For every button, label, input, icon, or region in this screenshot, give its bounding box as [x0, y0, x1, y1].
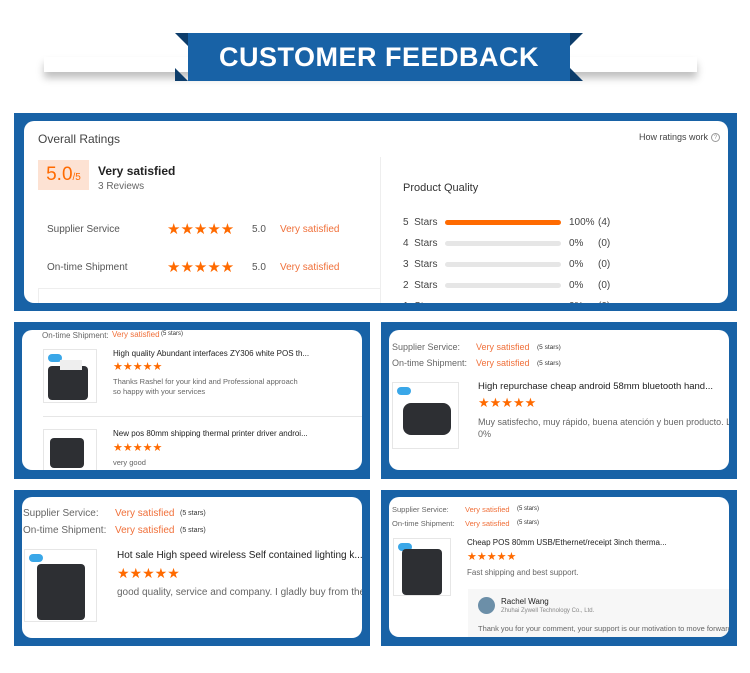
quality-bar-track — [445, 220, 561, 225]
shipment-label: On-time Shipment: — [23, 525, 107, 536]
supplier-service-value: Very satisfied — [115, 508, 175, 519]
product-image[interactable] — [43, 349, 97, 403]
shipment-label: On-time Shipment: — [392, 358, 468, 368]
divider — [38, 288, 381, 303]
review-panel: Supplier Service: Very satisfied (5 star… — [381, 490, 737, 646]
quality-row-label: 1 Stars — [403, 301, 437, 303]
product-title-link[interactable]: High quality Abundant interfaces ZY306 w… — [113, 349, 310, 358]
quality-count: (4) — [598, 217, 611, 228]
product-title-link[interactable]: Hot sale High speed wireless Self contai… — [117, 550, 362, 561]
review-panel: Supplier Service: Very satisfied (5 star… — [381, 322, 737, 479]
supplier-service-label: Supplier Service: — [392, 342, 461, 352]
ribbon-fold — [175, 33, 188, 46]
shipment-stars: (5 stars) — [537, 360, 561, 367]
ribbon-fold — [175, 68, 188, 81]
review-text: Fast shipping and best support. — [467, 568, 579, 577]
question-circle-icon: ? — [711, 132, 720, 142]
quality-percent: 0% — [569, 259, 584, 270]
review-text: so happy with your services — [113, 387, 206, 396]
review-count: 3 Reviews — [98, 181, 145, 192]
star-rating: ★★★★★ — [478, 395, 537, 410]
shipment-value: Very satisfied — [476, 358, 530, 368]
review-panel: Supplier Service: Very satisfied (5 star… — [14, 490, 370, 646]
quality-count: (0) — [598, 301, 610, 303]
overall-ratings-panel: Overall Ratings How ratings work? 5.0/5 … — [14, 113, 737, 311]
star-rating: ★★★★★ — [467, 551, 517, 563]
shipment-label: On-time Shipment: — [392, 519, 455, 528]
supplier-service-value: Very satisfied — [465, 505, 510, 514]
page-title: CUSTOMER FEEDBACK — [188, 33, 570, 81]
supplier-service-stars: (5 stars) — [537, 344, 561, 351]
ribbon-fold — [570, 68, 583, 81]
quality-bar-track — [445, 283, 561, 288]
star-rating: ★★★★★ — [167, 259, 235, 276]
product-image[interactable] — [393, 538, 451, 596]
quality-count: (0) — [598, 280, 611, 291]
review-panel: On-time Shipment: Very satisfied (5 star… — [14, 322, 370, 479]
review-text: Thanks Rashel for your kind and Professi… — [113, 377, 298, 386]
supplier-service-value: 5.0 — [252, 224, 266, 235]
reply-company: Zhuhai Zywell Technology Co., Ltd. — [501, 608, 595, 614]
quality-percent: 0% — [569, 238, 584, 249]
score-max: /5 — [72, 172, 81, 183]
quality-bar-fill — [445, 220, 561, 225]
review-text: good quality, service and company. I gla… — [117, 587, 362, 598]
shipment-text: Very satisfied — [280, 262, 340, 273]
quality-bar-track — [445, 262, 561, 267]
quality-percent: 100% — [569, 217, 595, 228]
score-value: 5.0 — [46, 164, 73, 185]
quality-bar-track — [445, 241, 561, 246]
supplier-service-stars: (5 stars) — [517, 506, 540, 512]
star-rating: ★★★★★ — [117, 565, 180, 581]
supplier-service-text: Very satisfied — [280, 224, 340, 235]
overall-title: Overall Ratings — [38, 132, 121, 146]
shipment-label: On-time Shipment: — [42, 331, 109, 340]
seller-reply: Rachel Wang Zhuhai Zywell Technology Co.… — [468, 589, 729, 637]
supplier-service-label: Supplier Service: — [23, 508, 99, 519]
shipment-stars: (5 stars) — [161, 331, 184, 337]
overall-summary: Very satisfied — [98, 164, 176, 178]
quality-percent: 0% — [569, 280, 584, 291]
star-rating: ★★★★★ — [167, 221, 235, 238]
product-image[interactable] — [43, 429, 97, 470]
quality-row-label: 4 Stars — [403, 238, 438, 249]
score-badge: 5.0/5 — [38, 160, 89, 190]
shipment-stars: (5 stars) — [180, 527, 206, 534]
shipment-value: 5.0 — [252, 262, 266, 273]
reply-author: Rachel Wang — [501, 597, 549, 606]
product-title-link[interactable]: Cheap POS 80mm USB/Ethernet/receipt 3inc… — [467, 538, 667, 547]
shipment-stars: (5 stars) — [517, 520, 540, 526]
supplier-service-stars: (5 stars) — [180, 510, 206, 517]
quality-percent: 0% — [569, 301, 583, 303]
review-text: very good — [113, 458, 146, 467]
product-image[interactable] — [24, 549, 97, 622]
supplier-service-value: Very satisfied — [476, 342, 530, 352]
quality-count: (0) — [598, 259, 611, 270]
shipment-value: Very satisfied — [112, 330, 160, 339]
supplier-service-label: Supplier Service — [47, 224, 120, 235]
star-rating: ★★★★★ — [113, 442, 163, 454]
divider — [43, 416, 362, 417]
review-text: Muy satisfecho, muy rápido, buena atenci… — [478, 417, 729, 427]
supplier-service-label: Supplier Service: — [392, 505, 449, 514]
product-quality-title: Product Quality — [403, 182, 479, 194]
quality-row-label: 2 Stars — [403, 280, 438, 291]
avatar — [478, 597, 495, 614]
product-title-link[interactable]: High repurchase cheap android 58mm bluet… — [478, 381, 714, 392]
shipment-label: On-time Shipment — [47, 262, 128, 273]
ribbon-fold — [570, 33, 583, 46]
reply-text: Thank you for your comment, your support… — [478, 624, 729, 633]
shipment-value: Very satisfied — [465, 519, 510, 528]
review-text: 0% — [478, 429, 492, 439]
product-title-link[interactable]: New pos 80mm shipping thermal printer dr… — [113, 429, 308, 438]
quality-row-label: 5 Stars — [403, 217, 438, 228]
product-image[interactable] — [392, 382, 459, 449]
shipment-value: Very satisfied — [115, 525, 175, 536]
how-ratings-label: How ratings work — [638, 132, 708, 142]
divider — [380, 157, 381, 297]
star-rating: ★★★★★ — [113, 361, 163, 373]
quality-count: (0) — [598, 238, 611, 249]
how-ratings-link[interactable]: How ratings work? — [639, 132, 720, 142]
quality-row-label: 3 Stars — [403, 259, 438, 270]
